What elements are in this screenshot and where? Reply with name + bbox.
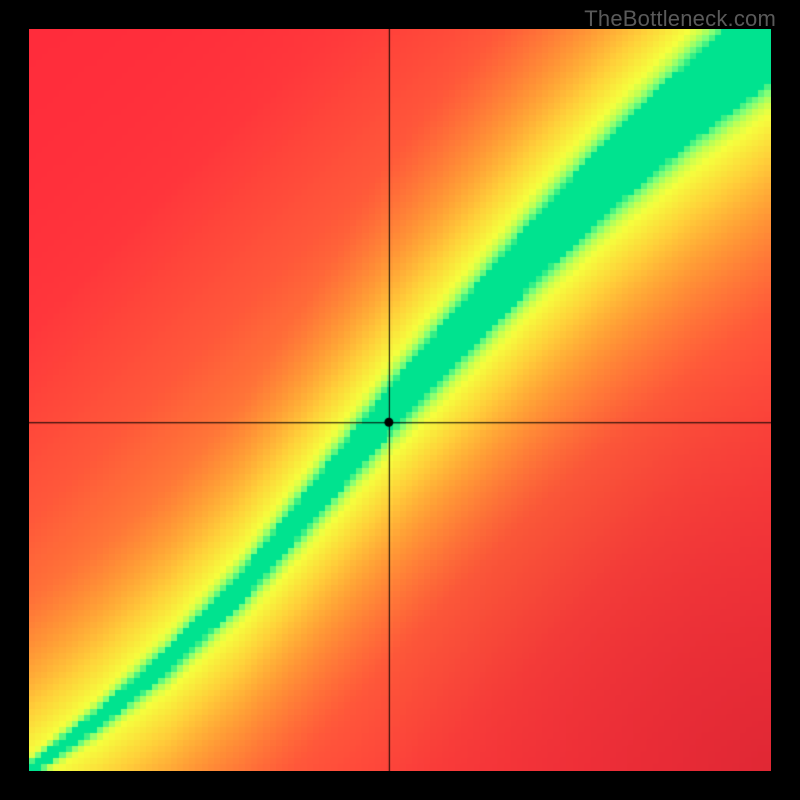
watermark-text: TheBottleneck.com xyxy=(584,6,776,32)
bottleneck-heatmap xyxy=(29,29,771,771)
chart-container: { "watermark": "TheBottleneck.com", "cha… xyxy=(0,0,800,800)
